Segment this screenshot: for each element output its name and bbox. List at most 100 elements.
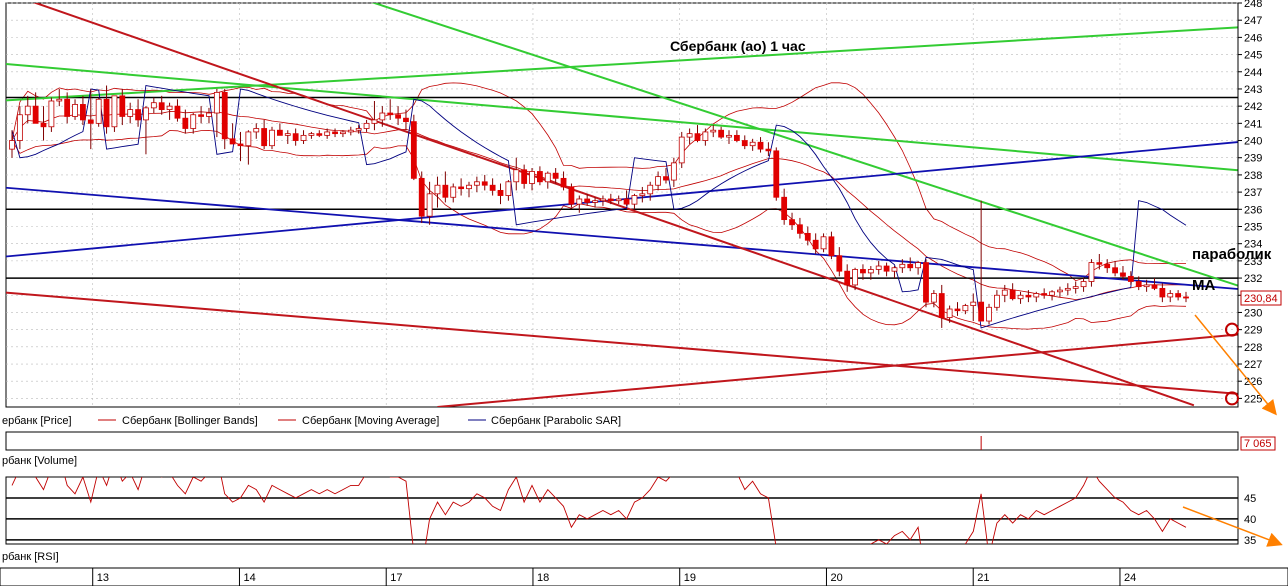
candle [403, 109, 409, 131]
candle [450, 183, 457, 203]
candle-down [261, 128, 268, 147]
candle [915, 260, 922, 275]
volume-panel[interactable] [5, 431, 1239, 451]
candle-down [1104, 263, 1111, 269]
price-tick-label: 236 [1244, 204, 1262, 216]
candle [111, 95, 118, 132]
price-tick-label: 246 [1244, 32, 1262, 44]
bollinger-lower [11, 130, 1187, 330]
candle [749, 138, 756, 151]
candle [930, 290, 937, 308]
candle-up [347, 129, 354, 133]
candle [686, 128, 693, 144]
candle [1009, 283, 1016, 301]
candle-up [592, 200, 598, 203]
target-circle [1225, 391, 1239, 406]
candle-up [1080, 281, 1087, 288]
candle-down [221, 91, 228, 140]
chart-title: Сбербанк (ао) 1 час [670, 38, 806, 54]
price-tick-label: 243 [1244, 84, 1262, 96]
candle-up [505, 181, 512, 196]
candle-down [481, 181, 488, 186]
candle-up [206, 112, 212, 117]
candle-down [158, 102, 165, 110]
legend-bollinger: Сбербанк [Bollinger Bands] [122, 415, 258, 427]
candle-up [308, 133, 315, 136]
candle-up [426, 193, 433, 217]
candle-up [213, 91, 220, 114]
candle-down [883, 265, 890, 272]
candle [576, 195, 583, 213]
candle [292, 128, 299, 146]
candle [332, 128, 338, 138]
candle-down [836, 255, 843, 272]
candle-up [95, 98, 102, 124]
candle [678, 131, 685, 169]
candle [253, 123, 260, 139]
candle-down [765, 148, 772, 152]
candle [552, 168, 559, 184]
candle [623, 190, 630, 206]
candle-up [1057, 289, 1063, 293]
candle-down [1096, 262, 1103, 265]
candle [9, 130, 15, 158]
candle [718, 126, 725, 139]
candle-down [773, 150, 780, 198]
price-tick-label: 225 [1244, 393, 1262, 405]
parabolic-sar [11, 84, 1187, 329]
candle-down [135, 109, 141, 121]
candle-up [655, 176, 661, 186]
candle-up [930, 293, 937, 303]
candle [631, 193, 638, 210]
candle-down [741, 140, 748, 147]
candle-down [938, 293, 945, 319]
candle-up [670, 162, 677, 181]
candle-down [860, 269, 866, 274]
rsi-series [11, 477, 1187, 544]
candle-down [229, 138, 236, 145]
candle [978, 200, 985, 322]
candle [584, 193, 591, 206]
candle-up [726, 134, 732, 138]
candle [1096, 253, 1103, 270]
rsi-panel[interactable] [5, 476, 1239, 545]
candle [1159, 283, 1166, 303]
candle-down [276, 129, 283, 136]
candle [781, 188, 788, 225]
volume-value: 7 065 [1244, 438, 1272, 450]
candle-down [1175, 293, 1182, 298]
candle [852, 267, 858, 291]
candle [970, 293, 977, 322]
candle-up [1049, 291, 1055, 296]
candle [592, 197, 598, 208]
price-tick-label: 234 [1244, 239, 1262, 251]
candle-up [284, 133, 291, 136]
candle-up [371, 119, 378, 124]
legend-price: ербанк [Price] [2, 415, 72, 427]
time-label: 24 [1124, 572, 1136, 584]
candle-up [363, 122, 370, 129]
candle-up [450, 186, 457, 198]
price-tick-label: 233 [1244, 256, 1262, 268]
candle-up [269, 129, 275, 147]
candle-down [789, 219, 795, 226]
candle-up [473, 181, 480, 186]
price-tick-label: 240 [1244, 136, 1262, 148]
candle [1088, 259, 1095, 287]
candle-up [253, 128, 260, 133]
price-axis: 248 247 246 245 244 243 242 241 240 239 238 237 236 2… [1238, 0, 1262, 405]
candle [1112, 260, 1118, 277]
candle-down [718, 129, 725, 138]
candle [1057, 286, 1063, 297]
candle [505, 180, 512, 201]
candle-up [1072, 286, 1079, 289]
candle [804, 226, 811, 246]
rsi-forecast-arrow [1182, 506, 1283, 547]
price-tick-label: 244 [1244, 67, 1262, 79]
candle [568, 183, 575, 208]
candle-down [797, 224, 803, 234]
candle [694, 125, 701, 143]
candle [24, 95, 31, 124]
current-price-label: 230,84 [1244, 293, 1278, 305]
candle-up [1033, 293, 1040, 298]
